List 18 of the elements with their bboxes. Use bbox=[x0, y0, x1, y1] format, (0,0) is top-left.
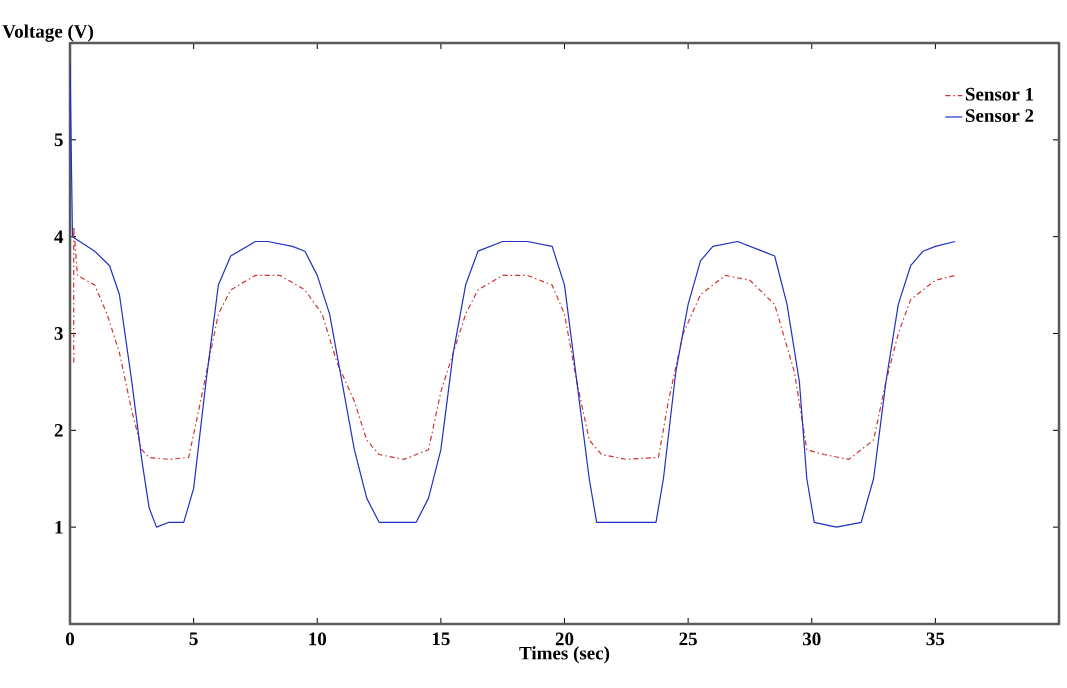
y-tick-label: 3 bbox=[54, 327, 63, 340]
y-tick-label: 2 bbox=[54, 424, 63, 437]
legend-label: Sensor 1 bbox=[965, 87, 1034, 101]
y-tick-label: 5 bbox=[54, 133, 63, 147]
x-tick-label: 20 bbox=[555, 632, 574, 646]
x-tick-label: 0 bbox=[65, 632, 75, 646]
line-series bbox=[73, 226, 956, 460]
x-tick-label: 15 bbox=[432, 632, 450, 646]
y-axis-title: Voltage (V) bbox=[2, 24, 94, 42]
x-axis-title: Times (sec) bbox=[519, 646, 610, 664]
x-tick-label: 10 bbox=[309, 632, 327, 646]
legend-label: Sensor 2 bbox=[965, 109, 1034, 123]
x-tick-label: 30 bbox=[802, 632, 821, 646]
x-tick-label: 35 bbox=[926, 632, 945, 646]
x-tick-label: 25 bbox=[679, 632, 697, 646]
x-tick-label: 5 bbox=[189, 632, 198, 646]
y-tick-label: 4 bbox=[54, 230, 64, 243]
y-tick-label: 1 bbox=[55, 520, 63, 534]
